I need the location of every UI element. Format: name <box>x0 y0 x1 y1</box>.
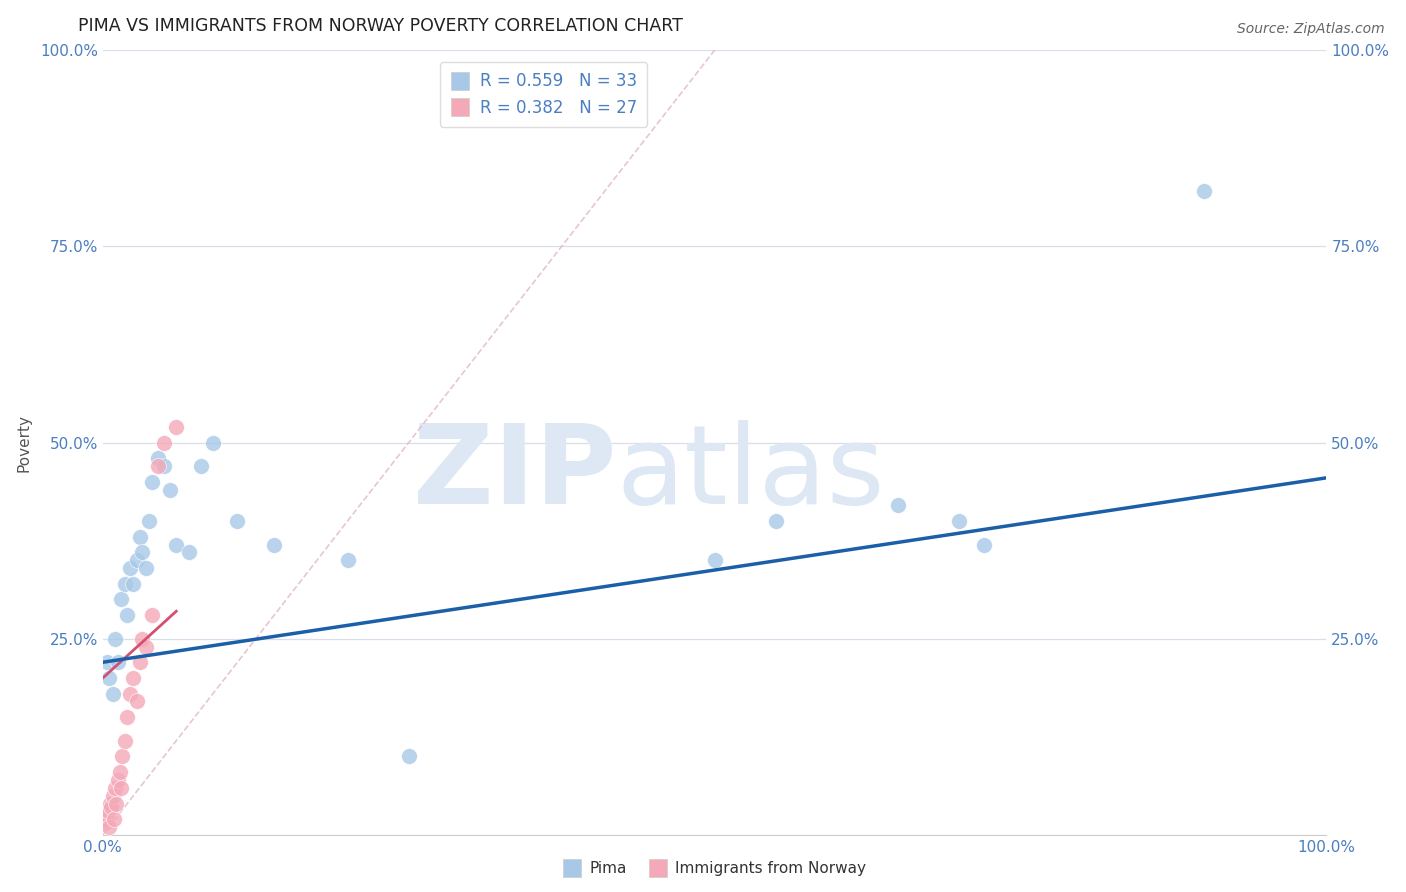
Point <box>118 687 141 701</box>
Point <box>131 632 153 646</box>
Point <box>263 537 285 551</box>
Point <box>190 458 212 473</box>
Point <box>107 772 129 787</box>
Text: ZIP: ZIP <box>413 420 617 527</box>
Point <box>398 749 420 764</box>
Point <box>104 780 127 795</box>
Point <box>97 805 120 819</box>
Point <box>948 514 970 528</box>
Point <box>108 765 131 780</box>
Point <box>122 671 145 685</box>
Point <box>765 514 787 528</box>
Point <box>107 655 129 669</box>
Point <box>153 458 176 473</box>
Text: Source: ZipAtlas.com: Source: ZipAtlas.com <box>1237 22 1385 37</box>
Point <box>114 576 136 591</box>
Point <box>703 553 725 567</box>
Legend: Pima, Immigrants from Norway: Pima, Immigrants from Norway <box>557 855 872 882</box>
Point <box>141 608 163 623</box>
Point <box>128 530 150 544</box>
Point <box>104 632 127 646</box>
Point <box>128 655 150 669</box>
Point <box>131 545 153 559</box>
Point <box>336 553 359 567</box>
Point <box>96 655 118 669</box>
Point <box>127 694 149 708</box>
Point <box>94 816 117 830</box>
Point <box>887 498 910 512</box>
Point <box>146 451 169 466</box>
Point <box>117 608 139 623</box>
Point <box>98 671 121 685</box>
Point <box>101 789 124 803</box>
Point <box>201 435 224 450</box>
Y-axis label: Poverty: Poverty <box>17 414 32 472</box>
Point <box>110 780 132 795</box>
Point <box>122 576 145 591</box>
Point <box>105 797 128 811</box>
Point <box>159 483 181 497</box>
Point <box>96 808 118 822</box>
Point <box>141 475 163 489</box>
Point <box>1192 185 1215 199</box>
Point <box>146 458 169 473</box>
Point <box>101 687 124 701</box>
Point <box>973 537 995 551</box>
Point <box>118 561 141 575</box>
Point <box>93 812 115 826</box>
Point <box>153 435 176 450</box>
Point <box>165 419 187 434</box>
Point <box>165 537 187 551</box>
Point <box>117 710 139 724</box>
Point <box>110 592 132 607</box>
Point <box>177 545 200 559</box>
Point <box>135 640 157 654</box>
Point <box>100 800 122 814</box>
Text: atlas: atlas <box>617 420 886 527</box>
Point <box>103 812 125 826</box>
Text: PIMA VS IMMIGRANTS FROM NORWAY POVERTY CORRELATION CHART: PIMA VS IMMIGRANTS FROM NORWAY POVERTY C… <box>79 17 683 35</box>
Point <box>138 514 160 528</box>
Point <box>111 749 134 764</box>
Point <box>226 514 249 528</box>
Point <box>127 553 149 567</box>
Point <box>135 561 157 575</box>
Point <box>98 820 121 834</box>
Point <box>114 733 136 747</box>
Point <box>98 797 121 811</box>
